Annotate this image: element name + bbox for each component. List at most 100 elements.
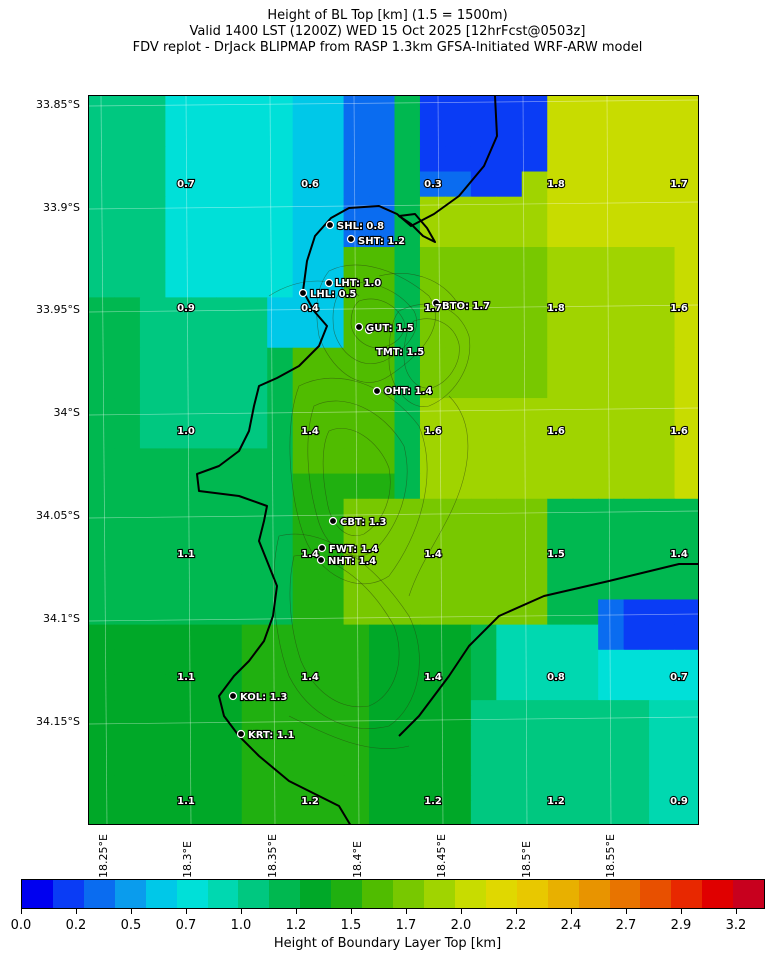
data-cell: [674, 398, 698, 424]
data-cell: [674, 322, 698, 349]
data-cell: [114, 498, 141, 525]
data-cell: [139, 473, 166, 500]
data-cell: [572, 121, 599, 147]
colorbar-swatch: [300, 880, 332, 908]
data-cell: [521, 171, 548, 198]
colorbar-tick-label: 1.0: [230, 918, 252, 933]
data-cell: [547, 574, 574, 601]
station-marker: [372, 386, 382, 396]
data-cell: [419, 473, 447, 500]
grid-value-labels: 0.7 0.6 0.3 1.8 1.7 0.9 0.4 1.7 1.8 1.6 1.0 1.4 1.6 1…: [176, 178, 689, 808]
data-cell: [241, 247, 268, 273]
colorbar-tick-label: 2.7: [615, 918, 637, 933]
data-cell: [318, 121, 345, 147]
latitude-label: 34.05°S: [36, 509, 80, 522]
data-cell: [674, 171, 698, 198]
data-cell: [470, 624, 497, 651]
data-cell: [369, 196, 396, 223]
data-cell: [190, 423, 217, 450]
data-cell: [572, 473, 599, 500]
data-cell: [547, 347, 574, 374]
colorbar-tick-label: 1.7: [395, 918, 417, 933]
grid-value-label: 0.7: [670, 672, 688, 683]
data-cell: [343, 423, 370, 450]
data-cell: [343, 372, 370, 399]
data-cell: [674, 523, 698, 550]
data-cell: [267, 649, 294, 676]
data-cell: [318, 674, 345, 701]
data-cell: [445, 196, 472, 223]
data-cell: [572, 247, 599, 273]
data-cell: [649, 649, 676, 676]
data-cell: [623, 448, 650, 475]
colorbar-tick-label: 2.0: [450, 918, 472, 933]
data-cell: [572, 649, 599, 676]
data-cell: [190, 196, 217, 223]
data-cell: [165, 775, 192, 802]
data-cell: [547, 549, 574, 575]
data-cell: [623, 196, 650, 223]
data-cell: [521, 272, 548, 298]
longitude-label: 18.55°E: [604, 834, 617, 878]
data-cell: [394, 674, 421, 701]
longitude-label: 18.25°E: [97, 834, 110, 878]
data-cell: [343, 171, 370, 198]
data-cell: [649, 725, 676, 752]
data-cell: [394, 725, 421, 752]
data-cell: [445, 398, 472, 424]
data-cell: [190, 523, 217, 550]
data-cell: [343, 574, 370, 601]
data-cell: [267, 750, 294, 777]
colorbar-swatch: [609, 880, 641, 908]
data-cell: [216, 599, 243, 626]
data-cell: [572, 498, 599, 525]
data-cell: [674, 700, 698, 726]
data-cell: [598, 322, 625, 349]
longitude-label: 18.5°E: [520, 841, 533, 878]
station-marker: [316, 555, 326, 565]
data-cell: [241, 700, 268, 726]
data-cell: [369, 725, 396, 752]
data-cell: [394, 523, 421, 550]
data-cell: [114, 297, 141, 324]
data-cell: [139, 96, 166, 122]
data-cell: [394, 196, 421, 223]
colorbar-tick-mark: [461, 909, 462, 914]
data-cell: [369, 146, 396, 173]
data-cell: [470, 448, 497, 475]
data-cell: [318, 574, 345, 601]
data-cell: [369, 96, 396, 122]
data-cell: [598, 523, 625, 550]
data-cell: [419, 649, 447, 676]
data-cell: [216, 96, 243, 122]
data-cell: [241, 372, 268, 399]
data-cell: [139, 247, 166, 273]
data-cell: [674, 624, 698, 651]
data-cell: [241, 272, 268, 298]
data-cell: [674, 800, 698, 824]
data-cell: [165, 473, 192, 500]
data-cell: [139, 423, 166, 450]
data-cell: [572, 221, 599, 248]
data-cell: [89, 800, 116, 824]
data-cell: [216, 398, 243, 424]
data-cell: [216, 574, 243, 601]
station-marker: [364, 325, 374, 335]
data-cell: [343, 221, 370, 248]
data-cell: [445, 523, 472, 550]
data-cell: [419, 574, 447, 601]
data-cell: [241, 624, 268, 651]
data-cell: [598, 448, 625, 475]
longitude-label: 18.4°E: [351, 841, 364, 878]
grid-value-label: 1.7: [670, 179, 688, 190]
data-cell: [343, 247, 370, 273]
data-cell: [267, 423, 294, 450]
data-cell: [369, 297, 396, 324]
data-cell: [623, 322, 650, 349]
data-cell: [649, 398, 676, 424]
map-title-line-3: FDV replot - DrJack BLIPMAP from RASP 1.…: [132, 40, 643, 55]
colorbar-tick-mark: [131, 909, 132, 914]
data-cell: [521, 121, 548, 147]
data-cell: [292, 700, 319, 726]
latitude-label: 33.95°S: [36, 303, 80, 316]
